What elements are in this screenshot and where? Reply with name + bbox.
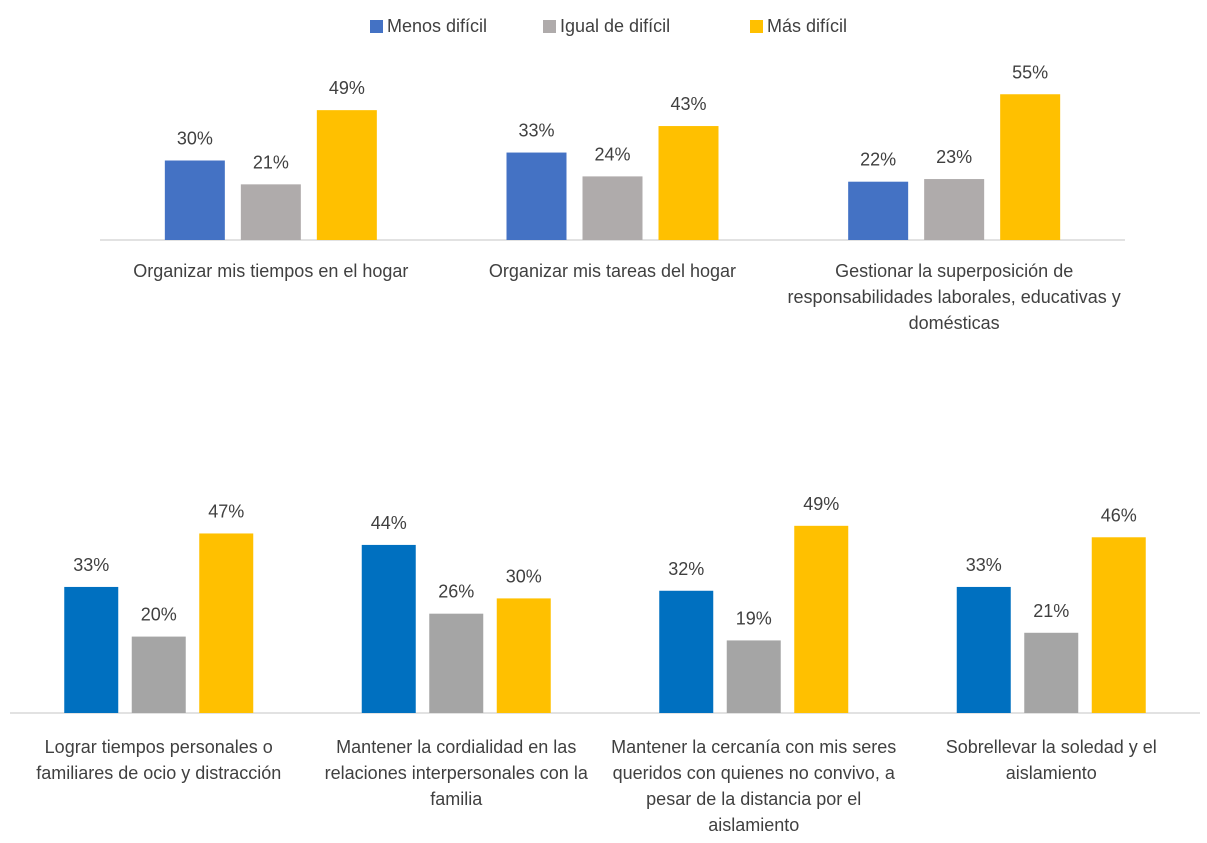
legend-swatch (543, 20, 556, 33)
data-label: 21% (1033, 601, 1069, 621)
data-label: 49% (329, 78, 365, 98)
x-tick-label: Mantener la cercanía con mis seres queri… (611, 737, 897, 835)
bar (199, 533, 254, 713)
data-label: 55% (1012, 62, 1048, 82)
data-label: 22% (860, 150, 896, 170)
data-label: 43% (670, 94, 706, 114)
legend-swatch (370, 20, 383, 33)
x-tick-label: Organizar mis tiempos en el hogar (133, 261, 409, 281)
data-label: 20% (141, 605, 177, 625)
bar (794, 525, 849, 713)
bar (924, 179, 985, 240)
bar (726, 640, 781, 713)
bar (316, 110, 377, 241)
data-label: 46% (1101, 505, 1137, 525)
legend-swatch (750, 20, 763, 33)
data-label: 19% (736, 608, 772, 628)
bar (429, 613, 484, 713)
legend-label: Más difícil (767, 16, 848, 36)
legend-item: Más difícil (750, 16, 847, 37)
data-label: 21% (253, 152, 289, 172)
data-label: 44% (371, 513, 407, 533)
data-label: 49% (803, 494, 839, 514)
data-label: 33% (966, 555, 1002, 575)
data-label: 23% (936, 147, 972, 167)
legend-item: Menos difícil (370, 16, 487, 37)
bar (956, 586, 1011, 713)
bar (659, 590, 714, 713)
x-tick-label: Sobrellevar la soledad y el aislamiento (945, 737, 1157, 783)
bar (164, 160, 225, 240)
data-label: 30% (506, 566, 542, 586)
bar (361, 544, 416, 713)
data-label: 26% (438, 582, 474, 602)
data-label: 24% (594, 144, 630, 164)
legend-item: Igual de difícil (543, 16, 670, 37)
data-label: 32% (668, 559, 704, 579)
data-label: 33% (518, 121, 554, 141)
data-label: 47% (208, 501, 244, 521)
x-tick-label: Gestionar la superposición de responsabi… (787, 261, 1121, 333)
bar (240, 184, 301, 240)
x-tick-label: Lograr tiempos personales o familiares d… (36, 737, 282, 783)
data-label: 30% (177, 129, 213, 149)
bar (848, 181, 909, 240)
bar (64, 586, 119, 713)
bar (506, 152, 567, 240)
bar (582, 176, 643, 240)
data-label: 33% (73, 555, 109, 575)
legend-label: Menos difícil (387, 16, 488, 36)
bar (1000, 94, 1061, 240)
bar (658, 126, 719, 240)
x-tick-label: Mantener la cordialidad en las relacione… (324, 737, 588, 809)
bar (496, 598, 551, 713)
bar (1024, 632, 1079, 713)
legend-label: Igual de difícil (560, 16, 671, 36)
x-tick-label: Organizar mis tareas del hogar (488, 261, 737, 281)
bar (131, 636, 186, 713)
bar (1091, 537, 1146, 713)
